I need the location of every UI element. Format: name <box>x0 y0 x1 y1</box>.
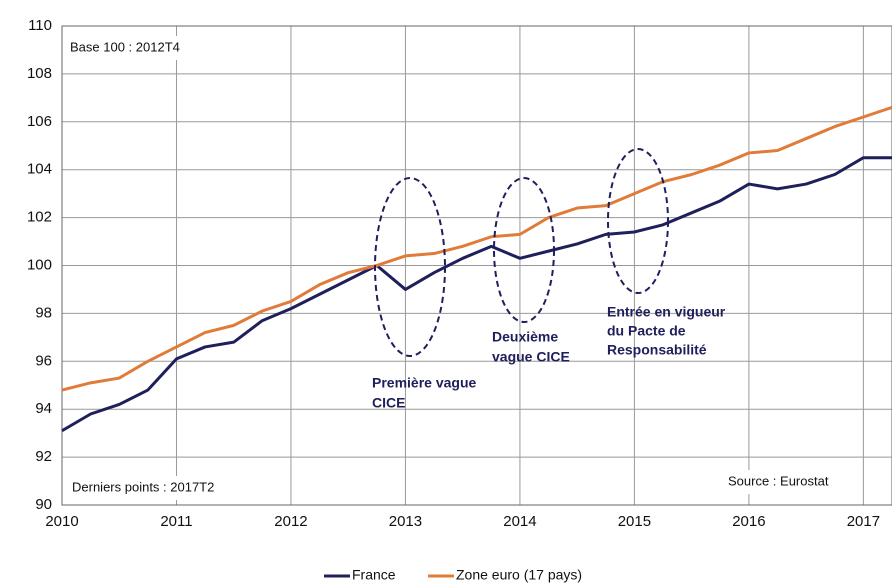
plot-frame <box>61 25 892 506</box>
y-tick-label: 102 <box>27 209 52 226</box>
x-tick-label: 2010 <box>45 513 78 530</box>
wave2-line: vague CICE <box>492 349 570 365</box>
source-box <box>722 470 854 494</box>
wave2-ellipse <box>493 177 555 323</box>
y-tick-label: 110 <box>28 17 52 34</box>
y-tick-label: 98 <box>35 304 52 321</box>
x-tick-label: 2016 <box>732 513 765 530</box>
legend-label: Zone euro (17 pays) <box>456 567 582 583</box>
y-tick-label: 100 <box>27 256 52 273</box>
series-line <box>61 106 892 392</box>
y-tick-label: 96 <box>35 352 52 369</box>
legend-label: France <box>352 567 396 583</box>
base-note: Base 100 : 2012T4 <box>70 39 180 54</box>
last-box <box>66 476 266 500</box>
x-tick-label: 2011 <box>160 513 192 530</box>
lines <box>61 106 892 433</box>
last-note: Derniers points : 2017T2 <box>72 479 214 494</box>
y-tick-label: 94 <box>35 400 52 417</box>
grid <box>61 25 892 506</box>
y-tick-label: 104 <box>27 161 52 178</box>
x-tick-label: 2015 <box>618 513 651 530</box>
source-note: Source : Eurostat <box>728 473 829 488</box>
wave2-line: Deuxième <box>492 329 558 345</box>
x-tick-label: 2012 <box>274 513 307 530</box>
wave1-line: CICE <box>372 395 405 411</box>
wave1-ellipse <box>374 177 446 357</box>
series-line <box>61 156 892 433</box>
x-tick-label: 2014 <box>503 513 536 530</box>
y-tick-label: 92 <box>35 448 52 465</box>
y-tick-label: 108 <box>27 65 52 82</box>
pacte-line: Entrée en vigueur <box>607 304 726 320</box>
pacte-line: du Pacte de <box>607 323 686 339</box>
base-box <box>66 36 216 60</box>
wave1-line: Première vague <box>372 375 476 391</box>
pacte-line: Responsabilité <box>607 342 707 358</box>
pacte-ellipse <box>607 148 669 294</box>
y-tick-label: 90 <box>35 496 52 513</box>
y-tick-label: 106 <box>27 113 52 130</box>
x-tick-label: 2013 <box>389 513 422 530</box>
x-tick-label: 2017 <box>847 513 880 530</box>
